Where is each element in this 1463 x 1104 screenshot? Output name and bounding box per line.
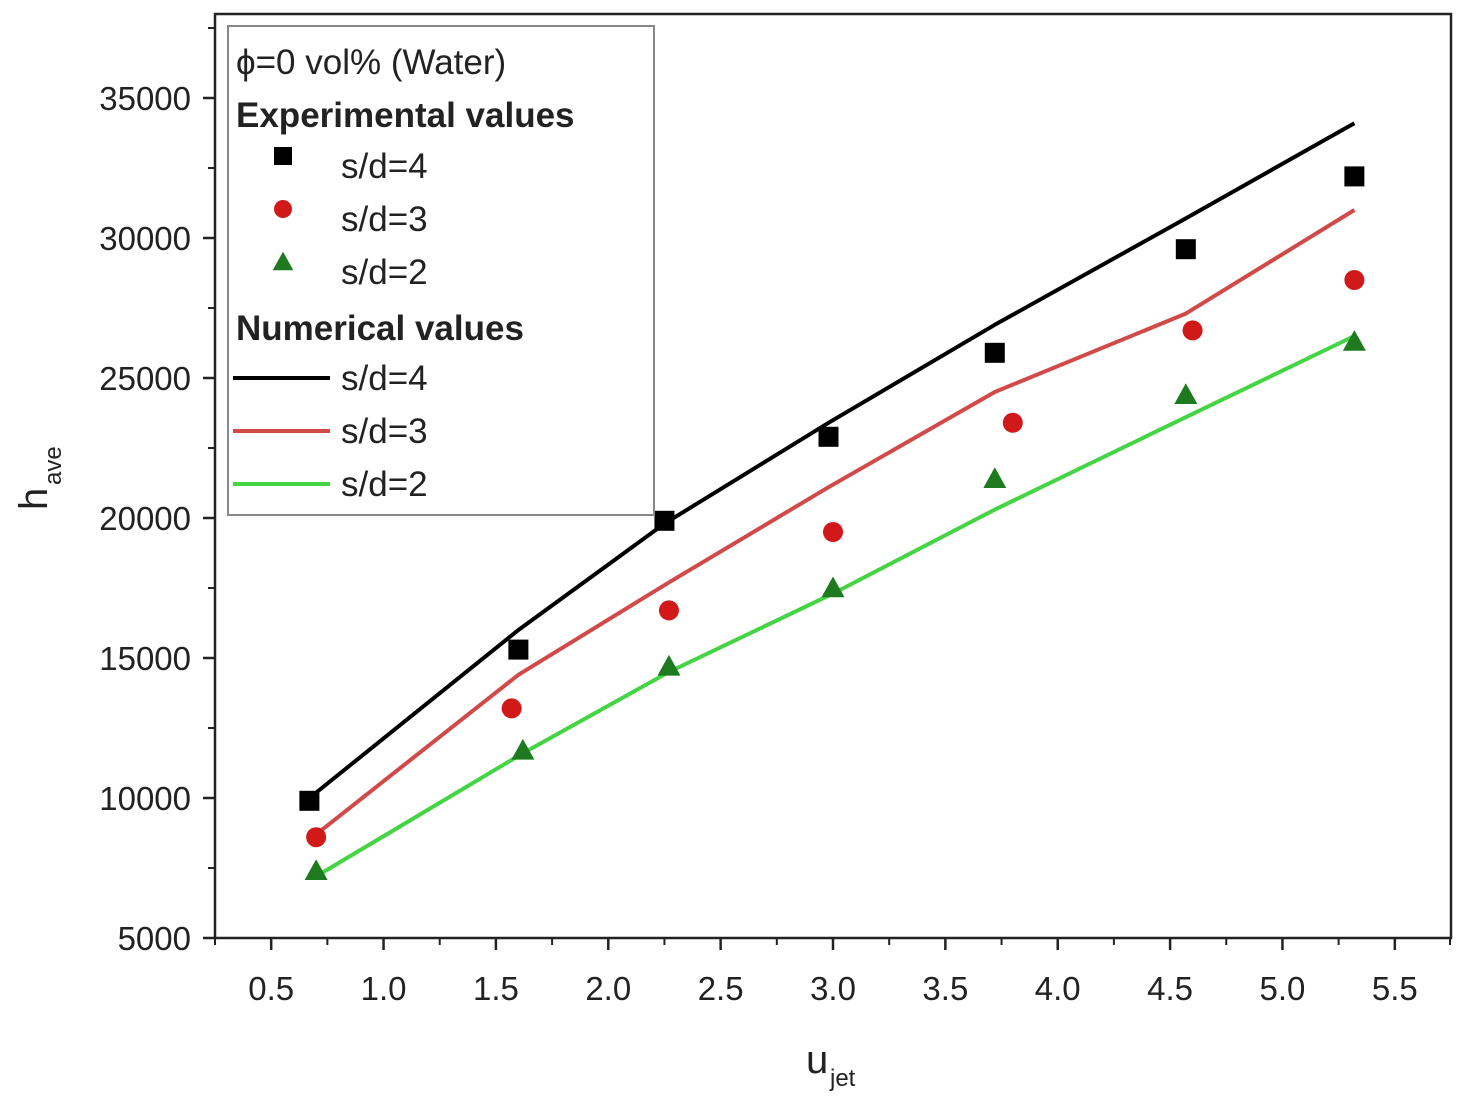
y-tick-label: 10000 [99, 780, 191, 817]
legend-label: s/d=4 [341, 147, 428, 186]
x-tick-label: 0.5 [248, 970, 294, 1007]
y-axis-title-group: h ave [12, 446, 67, 510]
y-axis: 5000 10000 15000 20000 25000 30000 35000 [99, 27, 215, 957]
experimental-point-square [299, 790, 320, 811]
experimental-point-circle [1182, 320, 1203, 341]
x-tick-label: 4.5 [1147, 970, 1193, 1007]
x-axis-title-subscript: jet [829, 1065, 856, 1092]
experimental-point-triangle [983, 467, 1007, 488]
y-tick-label: 35000 [99, 80, 191, 117]
x-tick-label: 1.5 [473, 970, 519, 1007]
x-tick-label: 2.0 [585, 970, 631, 1007]
numerical-line-s-d-4 [308, 121, 1356, 800]
legend-numerical-items: s/d=4 s/d=3 s/d=2 [233, 359, 428, 504]
numerical-line-s-d-3 [314, 208, 1356, 836]
legend-numerical-heading: Numerical values [236, 309, 524, 348]
experimental-point-square [654, 510, 675, 531]
experimental-point-triangle [821, 576, 845, 598]
x-axis: 0.5 1.0 1.5 2.0 2.5 3.0 3.5 4.0 4.5 5.0 5.5 [214, 938, 1451, 1007]
experimental-point-circle [1344, 270, 1365, 290]
legend-label: s/d=3 [341, 412, 428, 451]
experimental-point-circle [658, 600, 679, 621]
experimental-markers [299, 166, 1366, 880]
x-tick-label: 1.0 [361, 970, 407, 1007]
y-tick-label: 25000 [99, 360, 191, 397]
legend-label: s/d=2 [341, 465, 428, 504]
x-tick-label: 4.0 [1035, 970, 1081, 1007]
experimental-point-circle [306, 827, 327, 848]
experimental-point-triangle [1342, 330, 1366, 351]
experimental-point-triangle [657, 654, 681, 676]
axis-titles: u jet h ave [12, 446, 856, 1092]
legend-label: s/d=4 [341, 359, 428, 398]
x-tick-label: 3.0 [810, 970, 856, 1007]
y-axis-title: h [12, 488, 56, 510]
legend-marker-circle [274, 200, 292, 218]
x-tick-label: 2.5 [698, 970, 744, 1007]
experimental-point-square [1344, 166, 1365, 187]
experimental-point-square [818, 426, 839, 447]
x-tick-label: 3.5 [922, 970, 968, 1007]
experimental-point-circle [1002, 412, 1023, 433]
x-tick-label: 5.5 [1372, 970, 1418, 1007]
experimental-point-square [508, 639, 529, 660]
legend: ϕ=0 vol% (Water) Experimental values s/d… [227, 25, 655, 516]
experimental-point-circle [501, 698, 522, 719]
experimental-point-triangle [1174, 383, 1198, 404]
experimental-point-square [984, 342, 1005, 363]
legend-label: s/d=2 [341, 253, 428, 292]
x-axis-title: u [806, 1038, 828, 1082]
experimental-point-triangle [511, 738, 535, 760]
experimental-point-square [1175, 239, 1196, 260]
y-tick-label: 5000 [118, 920, 191, 957]
legend-marker-triangle [272, 251, 294, 271]
legend-label: s/d=3 [341, 200, 428, 239]
legend-experimental-heading: Experimental values [236, 96, 575, 135]
x-tick-label: 5.0 [1260, 970, 1306, 1007]
y-axis-title-subscript: ave [40, 446, 67, 485]
y-tick-label: 30000 [99, 220, 191, 257]
experimental-point-circle [823, 522, 843, 542]
legend-experimental-items: s/d=4 s/d=3 s/d=2 [272, 147, 428, 292]
y-tick-label: 20000 [99, 500, 191, 537]
legend-box [227, 25, 655, 516]
legend-marker-square [274, 147, 292, 165]
experimental-point-triangle [304, 859, 328, 880]
y-tick-label: 15000 [99, 640, 191, 677]
legend-title: ϕ=0 vol% (Water) [236, 43, 506, 82]
